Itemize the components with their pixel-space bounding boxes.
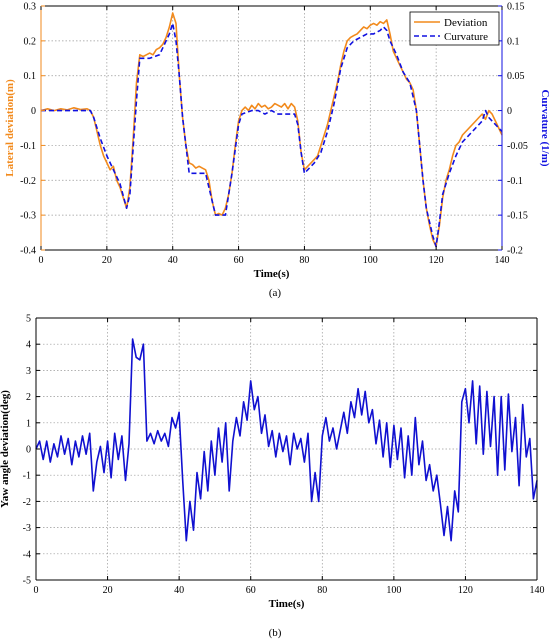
y-tick-label-left: 2 [26,392,31,403]
x-tick-label: 0 [34,585,39,596]
x-tick-label: 40 [168,255,178,266]
x-tick-label: 20 [103,585,113,596]
y-tick-label-right: -0.1 [507,176,523,187]
x-axis-label: Time(s) [269,598,305,610]
y-tick-label-left: -1 [23,471,31,482]
y-tick-label-left: -0.1 [20,141,36,152]
x-tick-label: 60 [246,585,256,596]
y-axis-label-right: Curvature (1/m) [539,89,550,166]
y-tick-label-right: 0 [507,106,512,117]
x-tick-label: 100 [386,585,401,596]
y-tick-label-left: 0 [31,106,36,117]
y-tick-label-right: 0.15 [507,2,525,13]
x-tick-label: 80 [299,255,309,266]
x-tick-label: 140 [530,585,545,596]
x-axis-label: Time(s) [254,268,290,280]
y-tick-label-left: 1 [26,418,31,429]
x-tick-label: 20 [102,255,112,266]
y-tick-label-left: -4 [23,549,31,560]
x-tick-label: 100 [363,255,378,266]
y-tick-label-right: -0.05 [507,141,528,152]
panel-a-caption: (a) [269,287,282,299]
y-tick-label-right: -0.2 [507,246,523,257]
y-tick-label-left: 4 [26,340,31,351]
x-tick-label: 120 [458,585,473,596]
panel-a-chart: 0 20 40 60 80 100 120 140 0.3 0.2 0.1 0 -0.1 -0.2 -0.3… [4,2,550,281]
y-tick-label-right: 0.05 [507,71,525,82]
series-line-yaw-deviation [35,338,538,542]
y-axis-label-left: Yaw angle deviation(deg) [0,390,11,508]
panel-b-caption: (b) [269,627,282,639]
y-tick-label-left: -0.3 [20,211,36,222]
y-tick-label-left: -2 [23,497,31,508]
series-line-deviation [40,12,503,248]
y-tick-label-left: 0.3 [24,2,37,13]
legend-box [409,11,500,46]
y-tick-label-left: 5 [26,314,31,325]
y-tick-label-left: -0.2 [20,176,36,187]
x-tick-label: 40 [174,585,184,596]
x-tick-label: 60 [234,255,244,266]
x-tick-label: 120 [429,255,444,266]
series-line-curvature [41,22,503,248]
legend-label-curvature: Curvature [444,31,488,43]
x-tick-label: 0 [39,255,44,266]
y-tick-label-right: -0.15 [507,211,528,222]
legend-label-deviation: Deviation [444,17,488,29]
y-tick-label-left: 0.2 [24,36,37,47]
y-tick-label-left: -0.4 [20,246,36,257]
y-tick-label-left: 0 [26,445,31,456]
y-tick-label-left: 3 [26,366,31,377]
panel-b-chart: 0 20 40 60 80 100 120 140 5 4 3 2 1 0 -1 -2 -3 -4 -5 Time(s… [0,314,545,611]
y-tick-label-left: -5 [23,576,31,587]
y-tick-label-left: 0.1 [24,71,37,82]
y-tick-label-left: -3 [23,523,31,534]
x-tick-label: 140 [495,255,510,266]
y-axis-label-left: Lateral deviation(m) [4,79,16,177]
y-tick-label-right: 0.1 [507,36,520,47]
x-tick-label: 80 [317,585,327,596]
